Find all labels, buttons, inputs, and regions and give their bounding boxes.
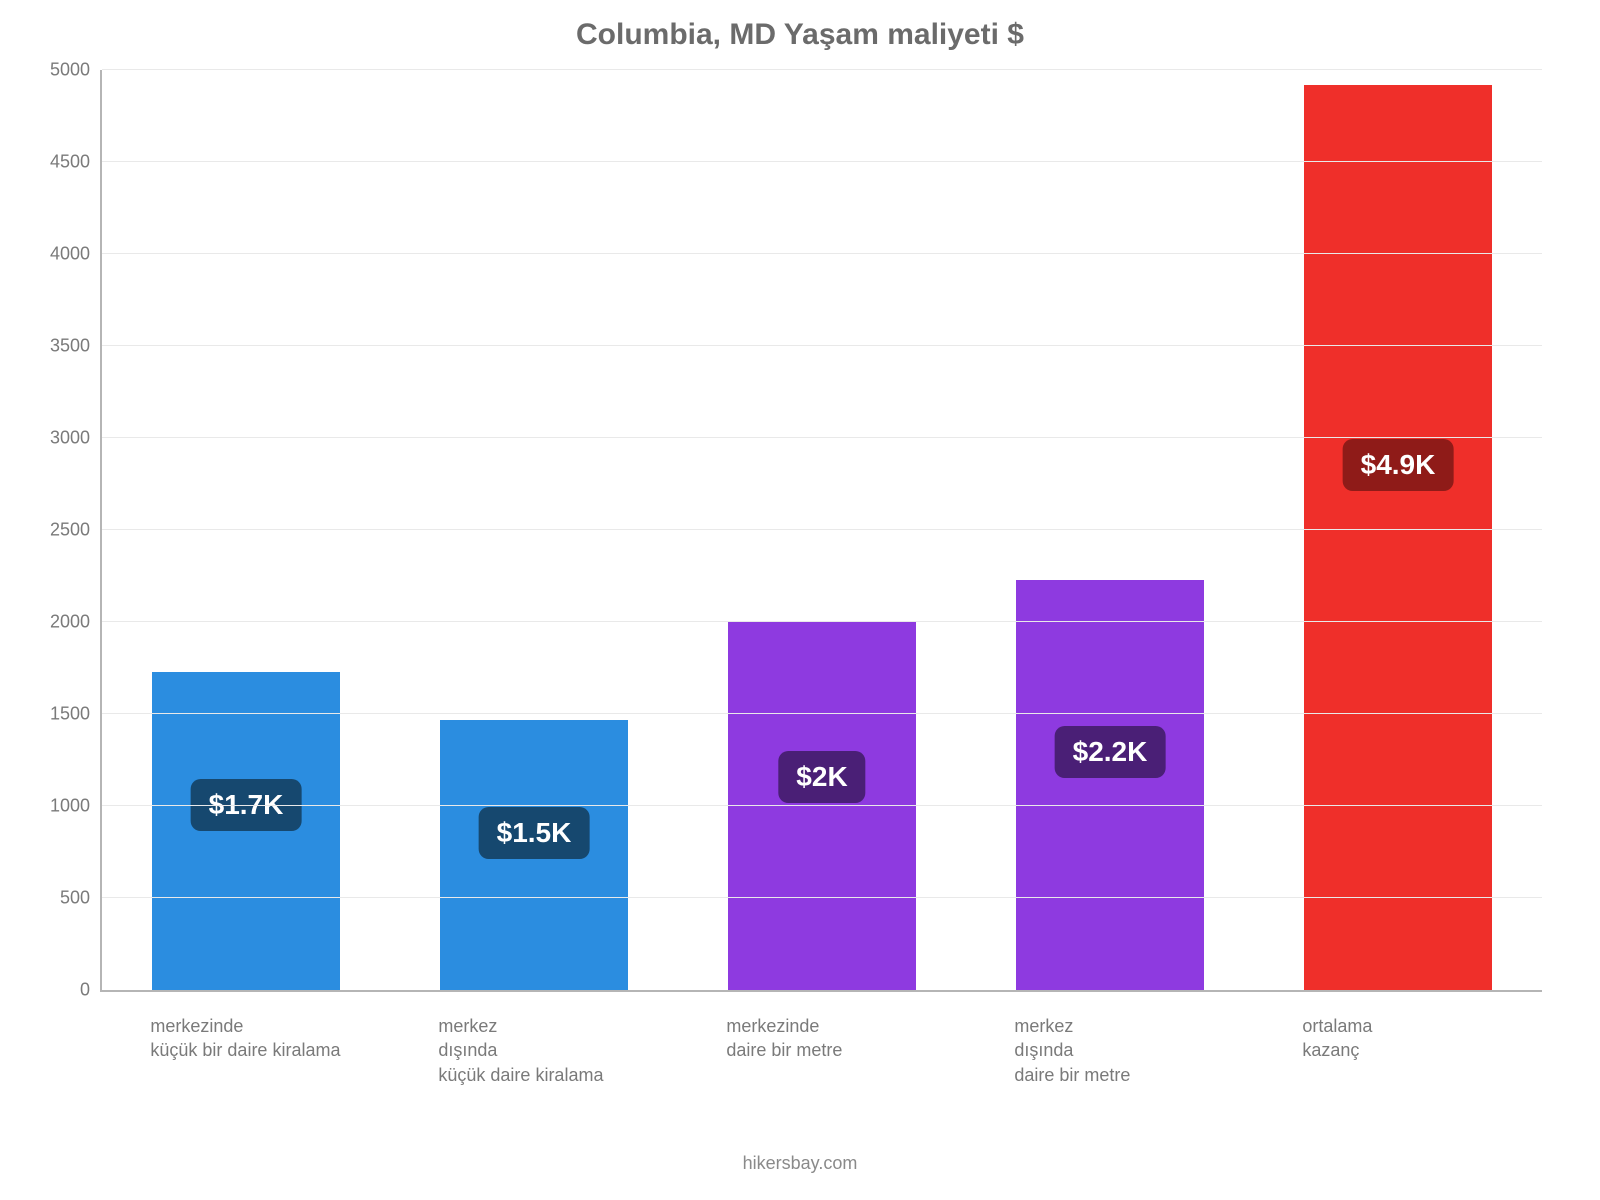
grid-line <box>102 69 1542 70</box>
y-tick-label: 2000 <box>50 612 102 633</box>
y-tick-label: 1000 <box>50 796 102 817</box>
y-tick-label: 5000 <box>50 60 102 81</box>
bar-avg_salary: $4.9K <box>1304 85 1491 990</box>
x-label-price_m2_outside: merkez dışında daire bir metre <box>1014 1014 1130 1087</box>
x-label-avg_salary: ortalama kazanç <box>1302 1014 1372 1063</box>
cost-of-living-chart: Columbia, MD Yaşam maliyeti $ $1.7K $1.5K… <box>0 0 1600 1200</box>
bars-layer: $1.7K $1.5K $2K $2.2K $4.9K <box>102 70 1542 990</box>
bar-value-label: $4.9K <box>1343 439 1454 491</box>
bar-value-label: $1.5K <box>479 807 590 859</box>
bar-price_m2_center: $2K <box>728 622 915 990</box>
grid-line <box>102 345 1542 346</box>
y-tick-label: 1500 <box>50 704 102 725</box>
grid-line <box>102 161 1542 162</box>
grid-line <box>102 713 1542 714</box>
y-tick-label: 500 <box>60 888 102 909</box>
bar-value-label: $2K <box>778 751 865 803</box>
grid-line <box>102 621 1542 622</box>
x-label-price_m2_center: merkezinde daire bir metre <box>726 1014 842 1063</box>
grid-line <box>102 529 1542 530</box>
y-tick-label: 2500 <box>50 520 102 541</box>
bar-rent_small_center: $1.7K <box>152 672 339 990</box>
bar-price_m2_outside: $2.2K <box>1016 580 1203 990</box>
bar-rent_small_outside: $1.5K <box>440 720 627 990</box>
y-tick-label: 0 <box>80 980 102 1001</box>
y-tick-label: 3000 <box>50 428 102 449</box>
grid-line <box>102 437 1542 438</box>
chart-title: Columbia, MD Yaşam maliyeti $ <box>0 18 1600 52</box>
x-label-rent_small_outside: merkez dışında küçük daire kiralama <box>438 1014 603 1087</box>
grid-line <box>102 253 1542 254</box>
y-tick-label: 4000 <box>50 244 102 265</box>
x-label-rent_small_center: merkezinde küçük bir daire kiralama <box>150 1014 340 1063</box>
source-attribution: hikersbay.com <box>0 1153 1600 1174</box>
bar-value-label: $2.2K <box>1055 726 1166 778</box>
y-tick-label: 3500 <box>50 336 102 357</box>
grid-line <box>102 805 1542 806</box>
y-tick-label: 4500 <box>50 152 102 173</box>
grid-line <box>102 897 1542 898</box>
plot-area: $1.7K$1.5K$2K$2.2K$4.9K 0500100015002000… <box>100 70 1542 992</box>
